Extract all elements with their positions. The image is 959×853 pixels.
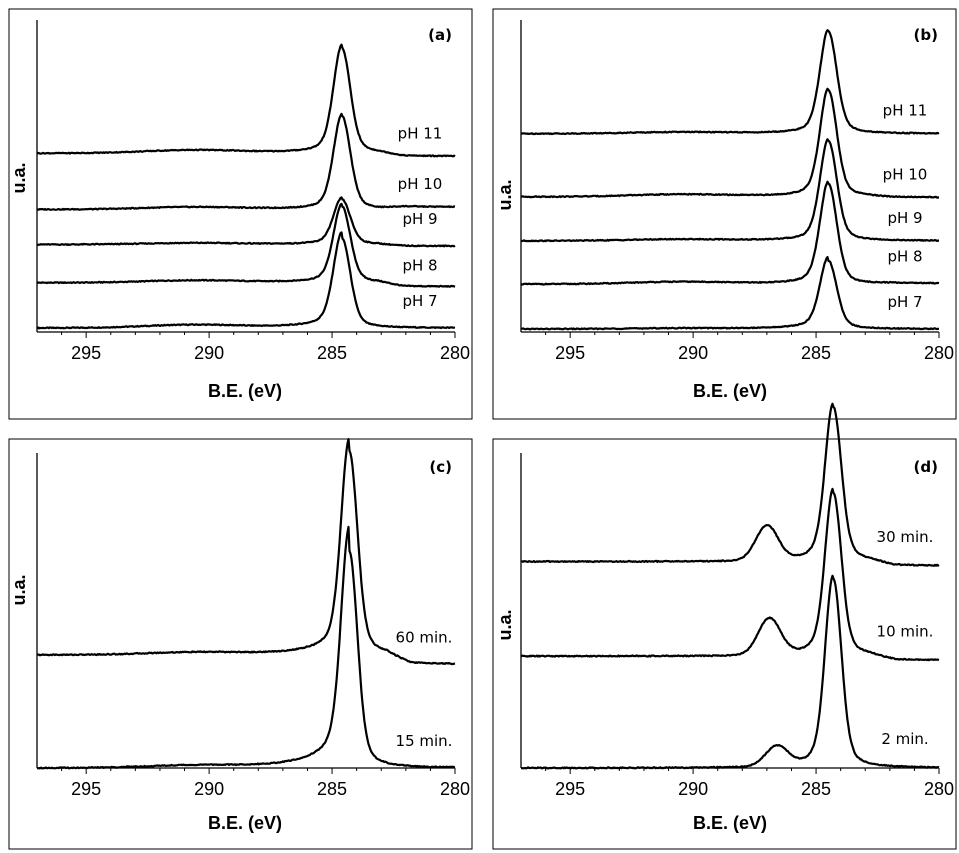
panel-b-x-tick-label: 285 bbox=[801, 343, 831, 363]
panel-b-series-label: pH 8 bbox=[887, 247, 922, 265]
panel-a-series-label: pH 10 bbox=[398, 175, 443, 193]
panel-d-spectra bbox=[520, 402, 940, 770]
panel-a-series-label: pH 11 bbox=[398, 124, 443, 142]
panel-d-curve-labels: 2 min. 10 min. 30 min. bbox=[877, 528, 934, 748]
panel-a-spectrum-ph-10 bbox=[36, 112, 456, 211]
panel-c-frame bbox=[8, 438, 473, 850]
panel-d: (d) u.a. B.E. (eV) 295 290 285 280 2 min. 10… bbox=[492, 402, 957, 850]
panel-a-spectra bbox=[36, 43, 456, 330]
panel-d-spectrum-30-min bbox=[520, 402, 940, 567]
panel-d-x-tick-label: 280 bbox=[924, 779, 954, 799]
panel-b-xlabel: B.E. (eV) bbox=[693, 381, 767, 401]
panel-d-series-label: 10 min. bbox=[877, 623, 934, 641]
panel-d-x-tick-label: 285 bbox=[801, 779, 831, 799]
panel-b-tag: (b) bbox=[914, 26, 938, 44]
panel-a-spectrum-ph-8 bbox=[36, 202, 456, 288]
panel-b: (b) u.a. B.E. (eV) 295 290 285 280 pH 7 pH 8… bbox=[492, 8, 957, 420]
panel-a-spectrum-ph-7 bbox=[36, 231, 456, 330]
panel-a-tag: (a) bbox=[428, 26, 452, 44]
panel-b-x-tick-label: 295 bbox=[555, 343, 585, 363]
panel-a-ylabel: u.a. bbox=[9, 162, 29, 193]
panel-b-series-label: pH 7 bbox=[887, 293, 922, 311]
panel-d-spectrum-10-min bbox=[520, 487, 940, 662]
panel-a-series-label: pH 9 bbox=[402, 210, 437, 228]
panel-d-ylabel: u.a. bbox=[495, 609, 515, 640]
panel-d-spectrum-2-min bbox=[520, 574, 940, 770]
panel-a-x-tick-label: 290 bbox=[194, 343, 224, 363]
panel-c-x-tick-label: 280 bbox=[440, 779, 470, 799]
panel-a-x-tick-label: 295 bbox=[71, 343, 101, 363]
panel-b-spectrum-ph-9 bbox=[520, 138, 940, 243]
panel-a-curve-labels: pH 7 pH 8 pH 9 pH 10 pH 11 bbox=[398, 124, 443, 310]
panel-a-x-ticks: 295 290 285 280 bbox=[36, 20, 470, 363]
panel-b-frame bbox=[492, 8, 957, 420]
panel-b-series-label: pH 10 bbox=[883, 166, 928, 184]
panel-a-frame bbox=[8, 8, 473, 420]
panel-c-x-tick-label: 290 bbox=[194, 779, 224, 799]
panel-d-series-label: 30 min. bbox=[877, 528, 934, 546]
panel-d-tag: (d) bbox=[914, 458, 938, 476]
panel-b-spectrum-ph-8 bbox=[520, 180, 940, 286]
panel-a-spectrum-ph-11 bbox=[36, 43, 456, 158]
panel-b-x-tick-label: 280 bbox=[924, 343, 954, 363]
panel-d-frame bbox=[492, 438, 957, 850]
panel-c-xlabel: B.E. (eV) bbox=[208, 813, 282, 833]
panel-b-spectra bbox=[520, 29, 940, 331]
panel-c-x-tick-label: 295 bbox=[71, 779, 101, 799]
panel-a-series-label: pH 8 bbox=[402, 257, 437, 275]
panel-b-spectrum-ph-11 bbox=[520, 29, 940, 136]
panel-a-xlabel: B.E. (eV) bbox=[208, 381, 282, 401]
panel-d-xlabel: B.E. (eV) bbox=[693, 813, 767, 833]
panel-d-series-label: 2 min. bbox=[881, 730, 928, 748]
panel-c-series-label: 60 min. bbox=[396, 628, 453, 646]
panel-a-spectrum-ph-9 bbox=[36, 196, 456, 248]
panel-b-x-ticks: 295 290 285 280 bbox=[520, 20, 954, 363]
panel-a-series-label: pH 7 bbox=[402, 292, 437, 310]
panel-c-ylabel: u.a. bbox=[9, 574, 29, 605]
panel-b-ylabel: u.a. bbox=[495, 179, 515, 210]
panel-a-x-tick-label: 285 bbox=[317, 343, 347, 363]
panel-b-series-label: pH 9 bbox=[887, 209, 922, 227]
panel-c-series-label: 15 min. bbox=[396, 732, 453, 750]
panel-c-x-tick-label: 285 bbox=[317, 779, 347, 799]
panel-b-spectrum-ph-7 bbox=[520, 256, 940, 331]
panel-c-spectrum-15-min bbox=[36, 525, 456, 770]
panel-d-x-tick-label: 290 bbox=[678, 779, 708, 799]
panel-b-series-label: pH 11 bbox=[883, 102, 928, 120]
panel-b-curve-labels: pH 7 pH 8 pH 9 pH 10 pH 11 bbox=[883, 102, 928, 311]
panel-d-x-ticks: 295 290 285 280 bbox=[520, 453, 954, 799]
panel-a-x-tick-label: 280 bbox=[440, 343, 470, 363]
panel-c-spectra bbox=[36, 438, 456, 770]
panel-c-curve-labels: 15 min. 60 min. bbox=[396, 628, 453, 750]
panel-c-tag: (c) bbox=[429, 458, 452, 476]
panel-c: (c) u.a. B.E. (eV) 295 290 285 280 15 min. 6… bbox=[8, 438, 473, 850]
panel-b-spectrum-ph-10 bbox=[520, 87, 940, 199]
panel-b-x-tick-label: 290 bbox=[678, 343, 708, 363]
panel-d-x-tick-label: 295 bbox=[555, 779, 585, 799]
panel-c-spectrum-60-min bbox=[36, 438, 456, 666]
panel-a: (a) u.a. B.E. (eV) 295 290 285 280 pH 7 pH 8… bbox=[8, 8, 473, 420]
